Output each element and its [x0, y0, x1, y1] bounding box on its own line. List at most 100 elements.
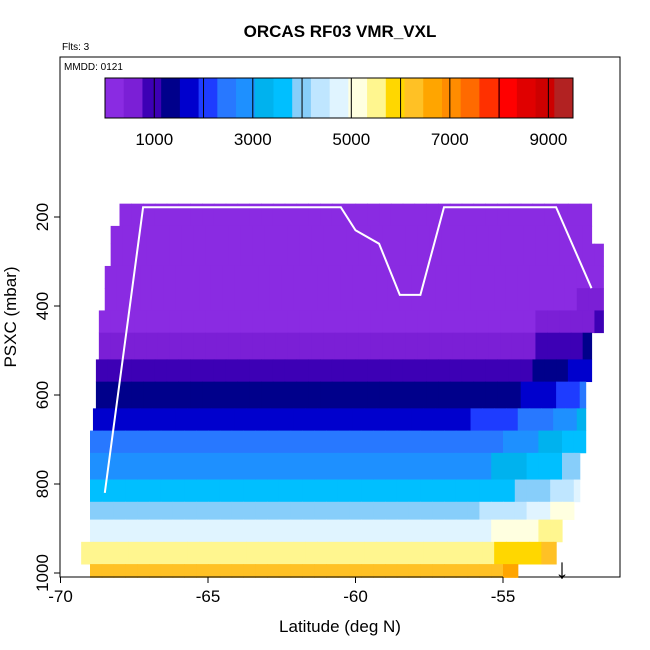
x-axis-label: Latitude (deg N) [279, 617, 401, 636]
heatmap-cell [137, 519, 150, 543]
colorbar-swatch [367, 78, 387, 118]
heatmap-cell [452, 332, 466, 360]
heatmap-cell [514, 452, 528, 480]
colorbar: 1000 3000 5000 7000 9000 [104, 77, 574, 149]
heatmap-cell [107, 359, 121, 383]
heatmap-cell [582, 225, 593, 245]
heatmap-cell [444, 501, 457, 520]
heatmap-cell [116, 541, 129, 565]
heatmap-cell [399, 288, 413, 311]
heatmap-cell [308, 203, 321, 227]
x-axis: -70 -65 -60 -55 [48, 576, 515, 606]
colorbar-swatch [273, 78, 293, 118]
heatmap-cell [582, 243, 596, 267]
heatmap-cell [417, 332, 430, 360]
heatmap-cell [323, 225, 336, 245]
heatmap-cell [567, 359, 581, 383]
heatmap-cell [314, 501, 327, 520]
heatmap-cell [249, 359, 262, 383]
heatmap-cell [240, 332, 253, 360]
heatmap-cell [547, 310, 560, 334]
heatmap-cell [556, 203, 569, 227]
heatmap-cell [464, 332, 478, 360]
heatmap-cell [393, 310, 407, 334]
heatmap-cell [317, 288, 330, 311]
heatmap-cell [125, 564, 138, 578]
heatmap-cell [281, 541, 295, 565]
heatmap-cell [98, 310, 112, 334]
heatmap-cell [137, 564, 150, 578]
heatmap-cell [317, 408, 330, 431]
heatmap-cell [137, 501, 150, 520]
heatmap-cell [505, 265, 519, 289]
heatmap-cell [535, 332, 548, 360]
heatmap-cell [237, 381, 250, 409]
heatmap-cell [491, 519, 504, 543]
heatmap-cell [346, 243, 360, 267]
heatmap-cell [541, 408, 554, 431]
heatmap-cell [405, 310, 419, 334]
heatmap-cell [184, 452, 197, 480]
heatmap-cell [370, 310, 383, 334]
heatmap-cell [190, 203, 203, 227]
heatmap-cell [588, 265, 601, 289]
heatmap-cell [349, 501, 362, 520]
heatmap-cell [396, 452, 410, 480]
heatmap-cell [252, 225, 265, 245]
heatmap-cell [284, 381, 298, 409]
heatmap-cell [113, 452, 126, 480]
heatmap-cell [149, 452, 162, 480]
heatmap-cell [151, 408, 165, 431]
heatmap-cell [461, 203, 475, 227]
heatmap-cell [208, 430, 221, 454]
heatmap-cell [178, 381, 191, 409]
heatmap-cell [205, 243, 218, 267]
heatmap-cell [423, 288, 436, 311]
heatmap-cell [352, 408, 365, 431]
heatmap-cell [275, 243, 289, 267]
heatmap-cell [396, 564, 410, 578]
heatmap-cell [160, 479, 174, 503]
heatmap-cell [449, 359, 463, 383]
heatmap-cell [455, 564, 469, 578]
heatmap-cell [467, 564, 480, 578]
heatmap-cell [249, 381, 262, 409]
heatmap-cell [261, 203, 274, 227]
heatmap-cell [160, 519, 174, 543]
heatmap-cell [500, 332, 513, 360]
heatmap-cell [514, 479, 528, 503]
heatmap-cell [399, 541, 413, 565]
heatmap-cell [240, 225, 253, 245]
heatmap-cell [517, 288, 531, 311]
heatmap-cell [429, 332, 442, 360]
heatmap-cell [202, 381, 215, 409]
heatmap-cell [146, 332, 159, 360]
chart-subtitle: Flts: 3 [62, 42, 90, 53]
heatmap-cell [491, 564, 504, 578]
heatmap-cell [547, 332, 560, 360]
heatmap-cell [408, 479, 421, 503]
heatmap-cell [172, 430, 185, 454]
flight-track [103, 206, 593, 494]
heatmap-cell [588, 288, 601, 311]
heatmap-cell [505, 408, 519, 431]
heatmap-cell [196, 479, 209, 503]
heatmap-cell [166, 359, 180, 383]
heatmap-cell [432, 519, 445, 543]
heatmap-cell [328, 288, 342, 311]
heatmap-cell [435, 265, 448, 289]
heatmap-cell [160, 430, 174, 454]
heatmap-cell [125, 501, 138, 520]
heatmap-cell [237, 203, 250, 227]
heatmap-cell [494, 288, 507, 311]
heatmap-cell [187, 541, 200, 565]
heatmap-cell [567, 203, 581, 227]
heatmap-cell [550, 479, 563, 503]
heatmap-cell [352, 288, 365, 311]
heatmap-cell [275, 332, 289, 360]
heatmap-cell [181, 225, 194, 245]
colorbar-swatch [479, 78, 499, 118]
heatmap-cell [125, 430, 138, 454]
heatmap-cell [169, 243, 183, 267]
heatmap-cell [128, 541, 141, 565]
